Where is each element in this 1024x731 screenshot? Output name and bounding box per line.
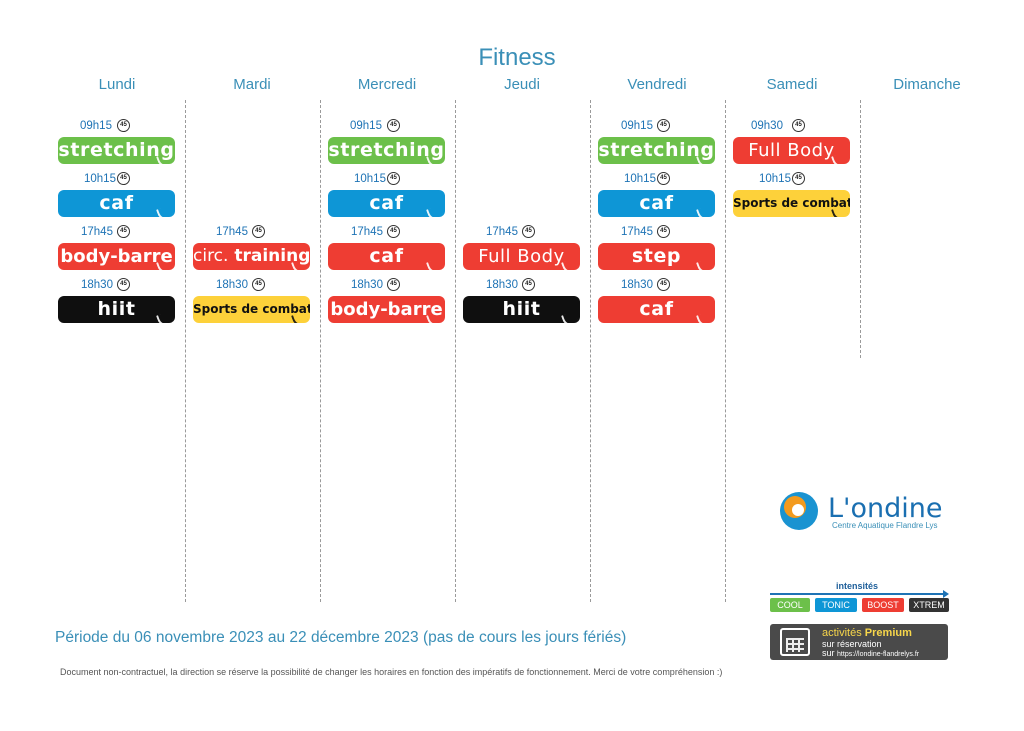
duration-45-icon: 45 (387, 225, 400, 238)
class-circ-label: circ. (193, 246, 229, 266)
logo-name: L'ondine (828, 493, 943, 524)
class-sports-de-combat: Sports de combat (193, 296, 310, 323)
duration-45-icon: 45 (117, 278, 130, 291)
session-time: 18h30 (81, 279, 113, 291)
class-step: step (598, 243, 715, 270)
page-title: Fitness (478, 44, 556, 71)
session-time: 18h30 (486, 279, 518, 291)
day-header-lundi: Lundi (98, 76, 136, 93)
duration-45-icon: 45 (117, 119, 130, 132)
class-body-barre: body-barre (58, 243, 175, 270)
class-training-label: training (234, 246, 310, 266)
session-time: 17h45 (81, 226, 113, 238)
column-divider (320, 100, 321, 602)
duration-45-icon: 45 (387, 278, 400, 291)
session-time: 17h45 (486, 226, 518, 238)
duration-45-icon: 45 (792, 119, 805, 132)
logo-subtitle: Centre Aquatique Flandre Lys (832, 521, 938, 530)
session-time: 09h15 (350, 120, 382, 132)
duration-45-icon: 45 (117, 225, 130, 238)
session-time: 18h30 (351, 279, 383, 291)
session-time: 10h15 (624, 173, 656, 185)
session-time: 10h15 (84, 173, 116, 185)
duration-45-icon: 45 (792, 172, 805, 185)
duration-45-icon: 45 (252, 225, 265, 238)
day-header-mercredi: Mercredi (357, 76, 417, 93)
class-stretching: stretching (58, 137, 175, 164)
duration-45-icon: 45 (657, 119, 670, 132)
class-stretching: stretching (598, 137, 715, 164)
session-time: 09h30 (751, 120, 783, 132)
class-full-body: Full Body (463, 243, 580, 270)
class-caf: caf (598, 296, 715, 323)
londine-logo: L'ondine Centre Aquatique Flandre Lys (780, 490, 950, 535)
intensity-tonic: TONIC (815, 598, 857, 612)
day-header-vendredi: Vendredi (627, 76, 687, 93)
session-time: 17h45 (351, 226, 383, 238)
column-divider (590, 100, 591, 602)
intensity-xtrem: XTREM (909, 598, 949, 612)
premium-activities-box: activités Premium sur réservation sur ht… (770, 624, 948, 660)
premium-link: sur https://londine-flandrelys.fr (822, 648, 920, 658)
session-time: 09h15 (80, 120, 112, 132)
premium-reservation: sur réservation (822, 639, 882, 649)
day-header-samedi: Samedi (766, 76, 818, 93)
duration-45-icon: 45 (657, 278, 670, 291)
session-time: 17h45 (621, 226, 653, 238)
logo-mark-icon (780, 492, 818, 530)
class-body-barre: body-barre (328, 296, 445, 323)
session-time: 09h15 (621, 120, 653, 132)
duration-45-icon: 45 (522, 225, 535, 238)
session-time: 10h15 (354, 173, 386, 185)
session-time: 18h30 (621, 279, 653, 291)
class-caf: caf (598, 190, 715, 217)
column-divider (185, 100, 186, 602)
session-time: 18h30 (216, 279, 248, 291)
duration-45-icon: 45 (252, 278, 265, 291)
intensity-cool: COOL (770, 598, 810, 612)
class-caf: caf (58, 190, 175, 217)
column-divider (860, 100, 861, 358)
class-circ-training: circ. training (193, 243, 310, 270)
column-divider (725, 100, 726, 602)
duration-45-icon: 45 (657, 225, 670, 238)
intensity-legend-title: intensités (836, 581, 879, 591)
class-hiit: hiit (463, 296, 580, 323)
class-caf: caf (328, 190, 445, 217)
day-header-mardi: Mardi (233, 76, 271, 93)
class-sports-de-combat: Sports de combat (733, 190, 850, 217)
duration-45-icon: 45 (387, 172, 400, 185)
intensity-arrow-icon (770, 590, 949, 598)
class-caf: caf (328, 243, 445, 270)
class-stretching: stretching (328, 137, 445, 164)
day-header-jeudi: Jeudi (504, 76, 540, 93)
column-divider (455, 100, 456, 602)
class-full-body: Full Body (733, 137, 850, 164)
intensity-boost: BOOST (862, 598, 904, 612)
day-header-dimanche: Dimanche (893, 76, 961, 93)
premium-heading: activités Premium (822, 627, 912, 639)
session-time: 17h45 (216, 226, 248, 238)
calendar-icon (780, 628, 810, 656)
duration-45-icon: 45 (117, 172, 130, 185)
duration-45-icon: 45 (522, 278, 535, 291)
session-time: 10h15 (759, 173, 791, 185)
class-hiit: hiit (58, 296, 175, 323)
schedule-period: Période du 06 novembre 2023 au 22 décemb… (55, 629, 627, 646)
disclaimer: Document non-contractuel, la direction s… (60, 667, 723, 677)
duration-45-icon: 45 (657, 172, 670, 185)
duration-45-icon: 45 (387, 119, 400, 132)
